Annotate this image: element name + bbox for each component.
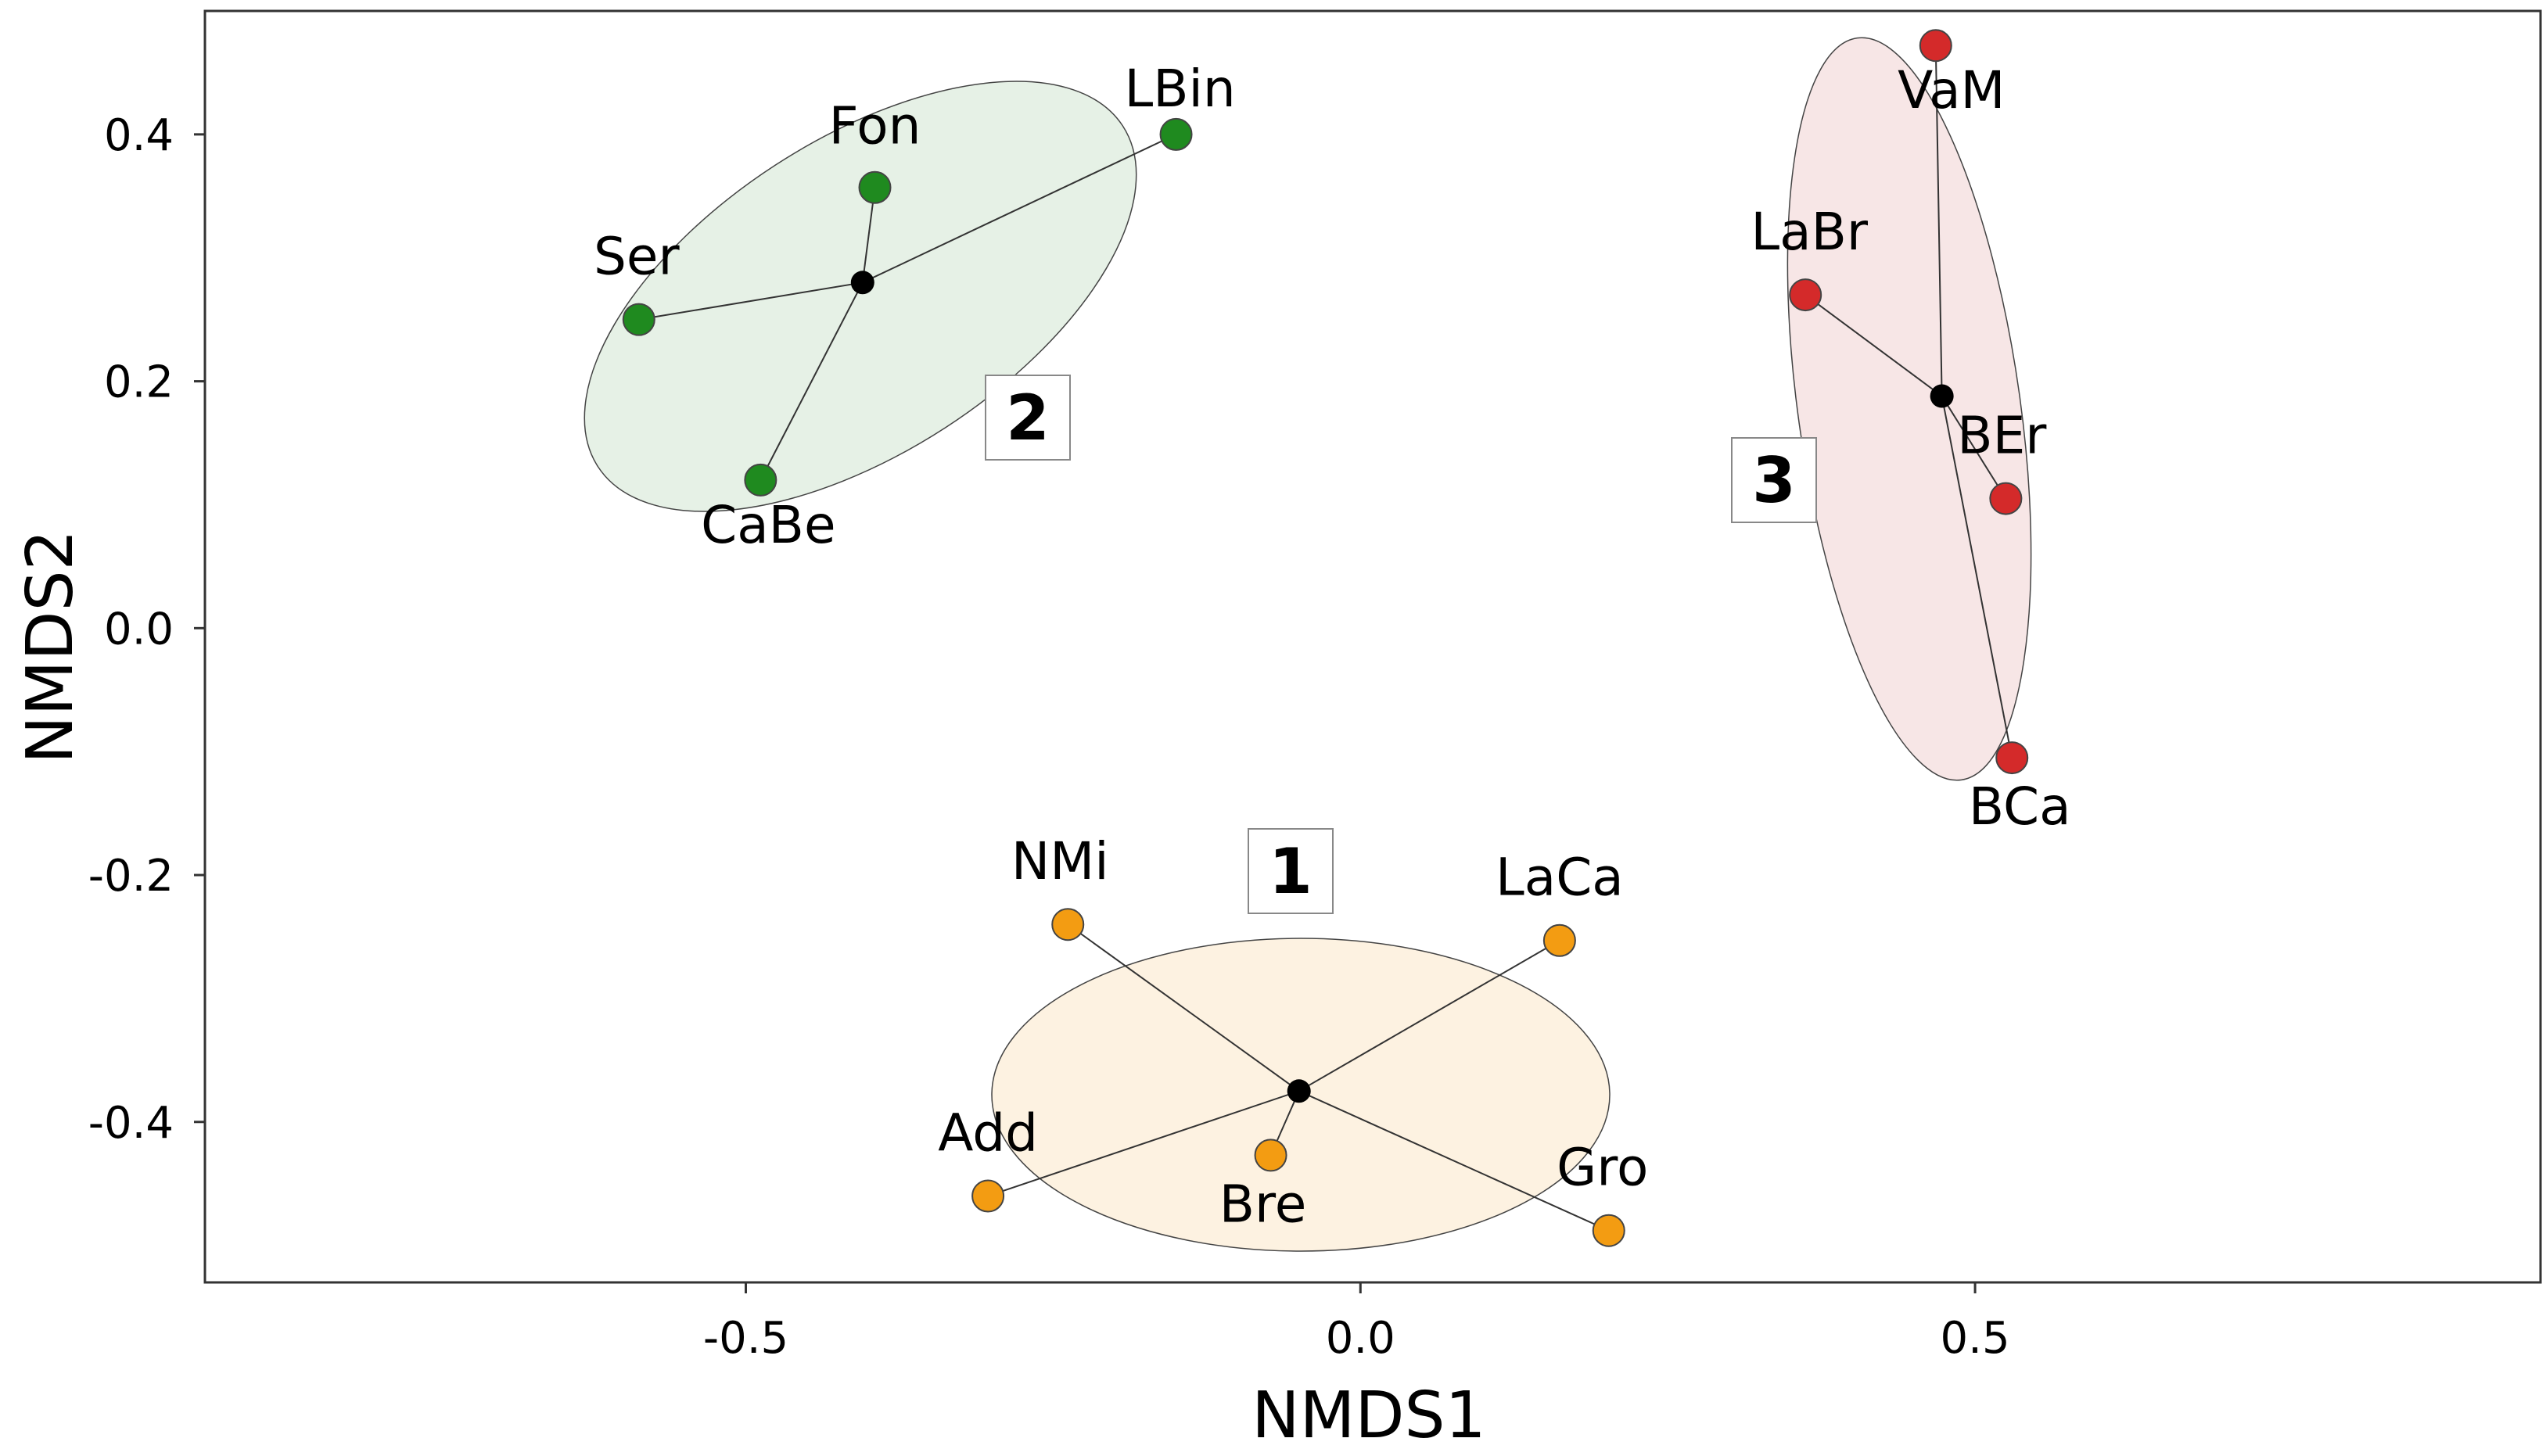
centroid-group-3: [1930, 384, 1954, 408]
point-NMi: [1051, 908, 1085, 941]
point-LaBr: [1789, 278, 1822, 312]
point-label-CaBe: CaBe: [701, 495, 835, 555]
spoke-BEr: [1941, 396, 2007, 500]
centroid-group-2: [850, 271, 874, 295]
spoke-LaCa: [1298, 939, 1560, 1092]
spoke-BCa: [1941, 396, 2013, 758]
point-LaCa: [1542, 923, 1576, 957]
spoke-VaM: [1934, 45, 1943, 396]
point-Ser: [622, 303, 655, 336]
centroid-group-1: [1287, 1079, 1311, 1103]
group-2-label: 2: [1006, 382, 1050, 454]
group-centroids: [850, 271, 1954, 1103]
point-BCa: [1995, 741, 2029, 775]
point-label-Fon: Fon: [829, 96, 921, 156]
point-Add: [971, 1179, 1005, 1213]
point-label-VaM: VaM: [1898, 60, 2005, 120]
y-tick-label: -0.4: [88, 1098, 174, 1149]
x-tick-label: 0.0: [1326, 1313, 1395, 1364]
group-1-label: 1: [1269, 835, 1313, 908]
group-labels: 1 2 3: [985, 375, 1817, 914]
spoke-LaBr: [1804, 294, 1943, 397]
spoke-Ser: [638, 282, 863, 321]
spoke-Gro: [1298, 1090, 1610, 1232]
group-3-label-box: [1731, 437, 1817, 523]
point-label-Add: Add: [938, 1103, 1038, 1163]
point-label-LBin: LBin: [1124, 59, 1235, 119]
point-LBin: [1159, 117, 1193, 151]
y-tick-label: 0.0: [104, 604, 174, 654]
group-3-label: 3: [1752, 444, 1796, 517]
point-label-NMi: NMi: [1011, 831, 1109, 891]
point-label-LaCa: LaCa: [1496, 848, 1624, 908]
point-label-LaBr: LaBr: [1751, 202, 1868, 262]
y-tick-label: 0.4: [104, 110, 174, 161]
point-VaM: [1919, 29, 1952, 63]
y-axis-title: NMDS2: [13, 529, 88, 763]
point-BEr: [1989, 482, 2023, 515]
sample-labels: NMi LaCa Add Bre Gro LBin Fon Ser CaBe VaM LaBr BEr…: [594, 59, 2071, 1235]
spoke-CaBe: [759, 282, 864, 481]
group-3-ellipse: [1787, 37, 2032, 781]
point-label-Gro: Gro: [1557, 1138, 1648, 1198]
y-tick-label: 0.2: [104, 357, 174, 408]
x-tick-label: 0.5: [1941, 1313, 2010, 1364]
x-tick-label: -0.5: [703, 1313, 788, 1364]
point-Bre: [1254, 1139, 1287, 1172]
spoke-Add: [987, 1090, 1300, 1197]
point-label-Bre: Bre: [1219, 1174, 1307, 1234]
point-CaBe: [744, 463, 777, 497]
group-2-label-box: [985, 375, 1071, 461]
group-2-ellipse: [584, 81, 1137, 512]
point-label-BEr: BEr: [1957, 406, 2047, 466]
point-Fon: [858, 170, 892, 204]
point-Gro: [1592, 1214, 1625, 1247]
y-axis: -0.4 -0.2 0.0 0.2 0.4: [88, 110, 205, 1149]
x-axis: -0.5 0.0 0.5: [703, 1282, 2010, 1364]
spoke-NMi: [1067, 923, 1300, 1092]
spoke-LBin: [862, 133, 1176, 284]
sample-points: [622, 29, 2029, 1247]
point-label-Ser: Ser: [594, 227, 680, 287]
x-axis-title: NMDS1: [1251, 1379, 1485, 1453]
y-tick-label: -0.2: [88, 851, 174, 902]
point-label-BCa: BCa: [1969, 776, 2071, 837]
group-spokes: [638, 45, 2013, 1232]
group-1-label-box: [1248, 828, 1334, 914]
